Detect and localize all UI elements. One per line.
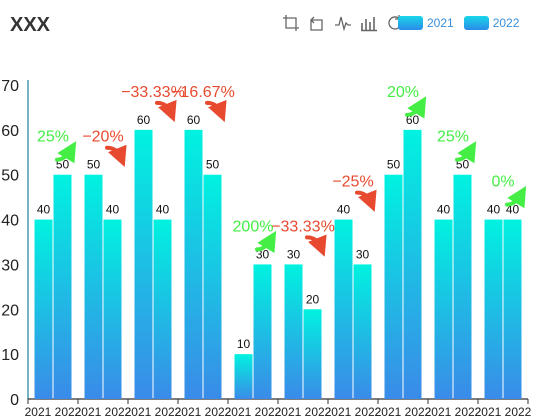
x-tick-label: 2021 2022 [175, 405, 232, 419]
bar-2021-4[interactable] [234, 354, 253, 399]
data-label: 30 [287, 247, 301, 261]
legend-label-2021: 2021 [427, 16, 454, 30]
y-tick-label: 10 [1, 347, 19, 364]
arrow-up-icon [55, 141, 77, 164]
change-label: −20% [82, 129, 123, 146]
y-tick-label: 30 [1, 257, 19, 274]
y-tick-label: 50 [1, 168, 19, 185]
change-label: −33.33% [271, 218, 335, 235]
arrow-down-icon [105, 144, 127, 167]
x-tick-label: 2021 2022 [275, 405, 332, 419]
arrow-up-icon [505, 185, 527, 209]
data-label: 60 [187, 113, 201, 127]
data-label: 40 [37, 203, 51, 217]
bar-2022-1[interactable] [103, 219, 122, 399]
change-label: 25% [437, 129, 469, 146]
bar-2021-0[interactable] [34, 219, 53, 399]
arrow-up-icon [455, 141, 477, 164]
bar-chart-icon[interactable] [360, 14, 378, 32]
x-tick-label: 2021 2022 [425, 405, 482, 419]
bar-2021-7[interactable] [384, 174, 403, 399]
x-tick-label: 2021 2022 [125, 405, 182, 419]
data-label: 50 [387, 158, 401, 172]
data-label: 40 [337, 203, 351, 217]
data-label: 40 [106, 203, 120, 217]
y-tick-label: 20 [1, 302, 19, 319]
arrow-down-icon [305, 234, 327, 257]
x-tick-label: 2021 2022 [75, 405, 132, 419]
x-tick-label: 2021 2022 [225, 405, 282, 419]
data-label: 30 [356, 247, 370, 261]
data-label: 50 [87, 158, 101, 172]
bar-2022-6[interactable] [353, 264, 372, 399]
zoom-reset-icon[interactable] [308, 14, 326, 32]
y-tick-label: 60 [1, 123, 19, 140]
change-label: 0% [491, 174, 514, 191]
bar-2022-3[interactable] [203, 174, 222, 399]
toolbox [282, 14, 404, 32]
bar-2021-5[interactable] [284, 264, 303, 399]
legend: 2021 2022 [398, 16, 519, 30]
arrow-down-icon [355, 189, 377, 212]
bar-2022-2[interactable] [153, 219, 172, 399]
data-label: 10 [237, 337, 251, 351]
data-label: 20 [306, 292, 320, 306]
bar-2022-7[interactable] [403, 129, 422, 399]
bar-2022-0[interactable] [53, 174, 72, 399]
change-label: 20% [387, 84, 419, 101]
y-tick-label: 0 [10, 392, 19, 409]
x-tick-label: 2021 2022 [475, 405, 532, 419]
data-label: 40 [487, 203, 501, 217]
bar-2021-3[interactable] [184, 129, 203, 399]
chart-title: XXX [10, 14, 51, 36]
legend-label-2022: 2022 [492, 16, 520, 30]
change-label: −16.67% [171, 84, 235, 101]
arrow-up-icon [405, 96, 427, 119]
bar-2022-9[interactable] [503, 219, 522, 399]
data-label: 50 [206, 158, 220, 172]
bar-2021-8[interactable] [434, 219, 453, 399]
bar-2021-9[interactable] [484, 219, 503, 399]
legend-item-2022[interactable]: 2022 [463, 16, 520, 30]
change-label: −33.33% [121, 84, 185, 101]
legend-swatch-2021 [398, 16, 423, 30]
line-chart-icon[interactable] [334, 14, 352, 32]
arrow-down-icon [205, 99, 227, 123]
arrow-up-icon [255, 230, 277, 254]
bar-2021-2[interactable] [134, 129, 153, 399]
zoom-icon[interactable] [282, 14, 300, 32]
x-tick-label: 2021 2022 [25, 405, 82, 419]
arrow-down-icon [155, 99, 177, 123]
change-label: 25% [37, 129, 69, 146]
bar-2021-1[interactable] [84, 174, 103, 399]
data-label: 60 [137, 113, 151, 127]
x-tick-label: 2021 2022 [375, 405, 432, 419]
legend-swatch-2022 [463, 16, 489, 30]
change-label: 200% [233, 218, 274, 235]
change-label: −25% [332, 174, 373, 191]
data-label: 40 [156, 203, 170, 217]
bar-2021-6[interactable] [334, 219, 353, 399]
bar-2022-8[interactable] [453, 174, 472, 399]
data-label: 40 [437, 203, 451, 217]
y-tick-label: 40 [1, 213, 19, 230]
legend-item-2021[interactable]: 2021 [398, 16, 454, 30]
y-tick-label: 70 [1, 78, 19, 95]
x-tick-label: 2021 2022 [325, 405, 382, 419]
bar-2022-5[interactable] [303, 309, 322, 399]
bar-2022-4[interactable] [253, 264, 272, 399]
